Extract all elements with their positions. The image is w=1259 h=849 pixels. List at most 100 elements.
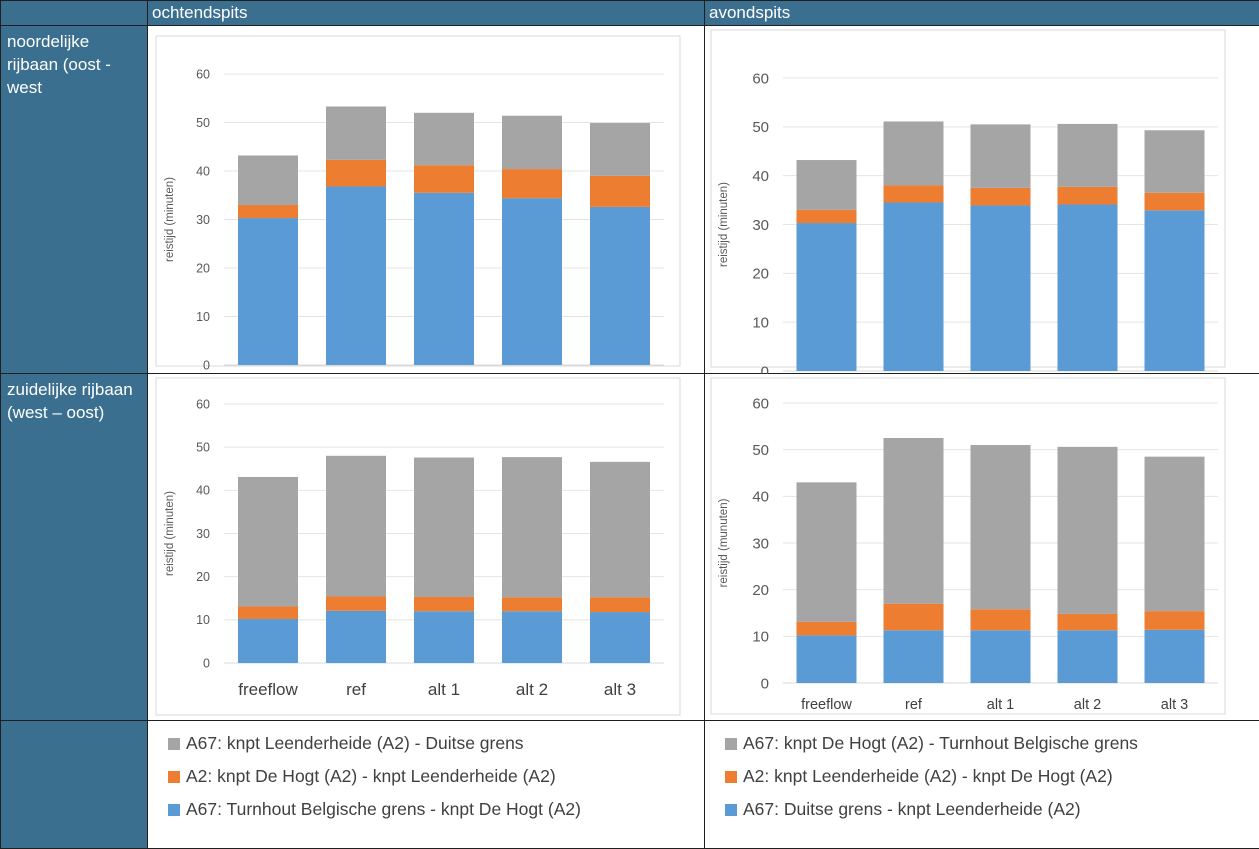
bar-segment [1057, 613, 1118, 631]
bar-segment [238, 606, 298, 619]
x-tick-label: alt 3 [604, 680, 636, 699]
bar-segment [796, 223, 857, 371]
bar-segment [414, 112, 474, 166]
bar-segment [883, 438, 944, 604]
y-tick-label: 10 [752, 629, 769, 646]
legend-empty-cell [0, 720, 148, 849]
legend-evening: A67: knpt De Hogt (A2) - Turnhout Belgis… [704, 720, 1259, 849]
legend-label: A67: knpt De Hogt (A2) - Turnhout Belgis… [743, 733, 1138, 753]
bar-segment [970, 205, 1031, 371]
y-tick-label: 0 [203, 358, 210, 372]
y-tick-label: 60 [196, 397, 210, 411]
legend-swatch [725, 737, 737, 750]
x-tick-label: alt 2 [1074, 697, 1101, 713]
legend-label: A2: knpt De Hogt (A2) - knpt Leenderheid… [186, 766, 556, 786]
row-label-north: noordelijke rijbaan (oost - west [0, 25, 148, 374]
bar-segment [883, 202, 944, 371]
y-tick-label: 40 [196, 484, 210, 498]
chart-cell-south-evening: 0 10 20 30 40 50 60 reistijd (munuten) freeflow r… [704, 373, 1259, 721]
bar-segment [1144, 611, 1205, 630]
bar-segment [326, 596, 386, 611]
legend-swatch [168, 770, 180, 783]
legend-label: A2: knpt Leenderheide (A2) - knpt De Hog… [743, 766, 1113, 786]
header-morning-peak: ochtendspits [147, 0, 705, 26]
chart-south-morning: 0 10 20 30 40 50 60 reistijd (minuten) freeflow r… [155, 377, 681, 716]
bar-segment [590, 612, 650, 663]
legend-item: A67: Turnhout Belgische grens - knpt De … [168, 793, 704, 826]
y-axis-label: reistijd (minuten) [718, 182, 730, 267]
legend-item: A2: knpt De Hogt (A2) - knpt Leenderheid… [168, 760, 704, 793]
x-tick-label: alt 1 [987, 697, 1014, 713]
y-axis-label: reistijd (minuten) [164, 177, 176, 262]
legend-item: A67: knpt Leenderheide (A2) - Duitse gre… [168, 727, 704, 760]
bar-segment [238, 155, 298, 205]
legend-morning: A67: knpt Leenderheide (A2) - Duitse gre… [147, 720, 705, 849]
bar-segment [970, 445, 1031, 610]
bar-segment [970, 609, 1031, 631]
bar-segment [238, 476, 298, 607]
y-tick-label: 0 [761, 675, 769, 692]
legend-label: A67: Duitse grens - knpt Leenderheide (A… [743, 799, 1081, 819]
y-tick-label: 60 [752, 395, 769, 412]
x-tick-label: alt 3 [1161, 697, 1188, 713]
x-tick-label: freeflow [801, 697, 852, 713]
legend-swatch [725, 803, 737, 816]
bar-segment [238, 204, 298, 219]
bar-segment [1144, 210, 1205, 371]
bar-segment [502, 611, 562, 663]
bar-segment [883, 185, 944, 203]
legend-item: A67: knpt De Hogt (A2) - Turnhout Belgis… [725, 727, 1259, 760]
y-tick-label: 40 [752, 489, 769, 506]
legend-label: A67: knpt Leenderheide (A2) - Duitse gre… [186, 733, 524, 753]
header-empty-cell [0, 0, 148, 26]
legend-swatch [168, 737, 180, 750]
bar-segment [414, 457, 474, 597]
header-evening-peak: avondspits [704, 0, 1259, 26]
legend-swatch [725, 770, 737, 783]
bar-segment [796, 482, 857, 622]
bar-segment [1144, 629, 1205, 683]
y-tick-label: 20 [196, 570, 210, 584]
y-axis-label: reistijd (munuten) [718, 498, 730, 587]
y-tick-label: 30 [752, 535, 769, 552]
legend-item: A2: knpt Leenderheide (A2) - knpt De Hog… [725, 760, 1259, 793]
bar-segment [590, 175, 650, 207]
bar-segment [1057, 630, 1118, 683]
bar-segment [970, 124, 1031, 188]
bar-segment [796, 621, 857, 636]
bar-segment [1144, 192, 1205, 211]
y-tick-label: 50 [752, 119, 769, 136]
bar-segment [970, 187, 1031, 206]
x-tick-label: alt 2 [516, 680, 548, 699]
y-tick-label: 30 [196, 213, 210, 227]
bar-segment [502, 115, 562, 170]
y-tick-label: 40 [196, 164, 210, 178]
y-tick-label: 30 [196, 527, 210, 541]
bar-segment [796, 635, 857, 683]
y-tick-label: 20 [196, 261, 210, 275]
bar-segment [1057, 446, 1118, 614]
bar-segment [502, 597, 562, 612]
bar-segment [590, 461, 650, 598]
bar-segment [414, 611, 474, 663]
x-tick-label: alt 1 [428, 680, 460, 699]
bar-segment [326, 186, 386, 365]
bar-segment [590, 122, 650, 176]
y-tick-label: 60 [196, 67, 210, 81]
bar-segment [326, 106, 386, 160]
x-tick-label: freeflow [238, 680, 298, 699]
x-tick-label: ref [905, 697, 923, 713]
bar-segment [414, 165, 474, 193]
bar-segment [883, 121, 944, 186]
bar-segment [590, 597, 650, 613]
bar-segment [1057, 123, 1118, 187]
bar-segment [590, 206, 650, 365]
x-tick-label: ref [346, 680, 366, 699]
y-tick-label: 10 [196, 310, 210, 324]
legend-swatch [168, 803, 180, 816]
bar-segment [1144, 456, 1205, 612]
legend-label: A67: Turnhout Belgische grens - knpt De … [186, 799, 581, 819]
bar-segment [326, 610, 386, 663]
